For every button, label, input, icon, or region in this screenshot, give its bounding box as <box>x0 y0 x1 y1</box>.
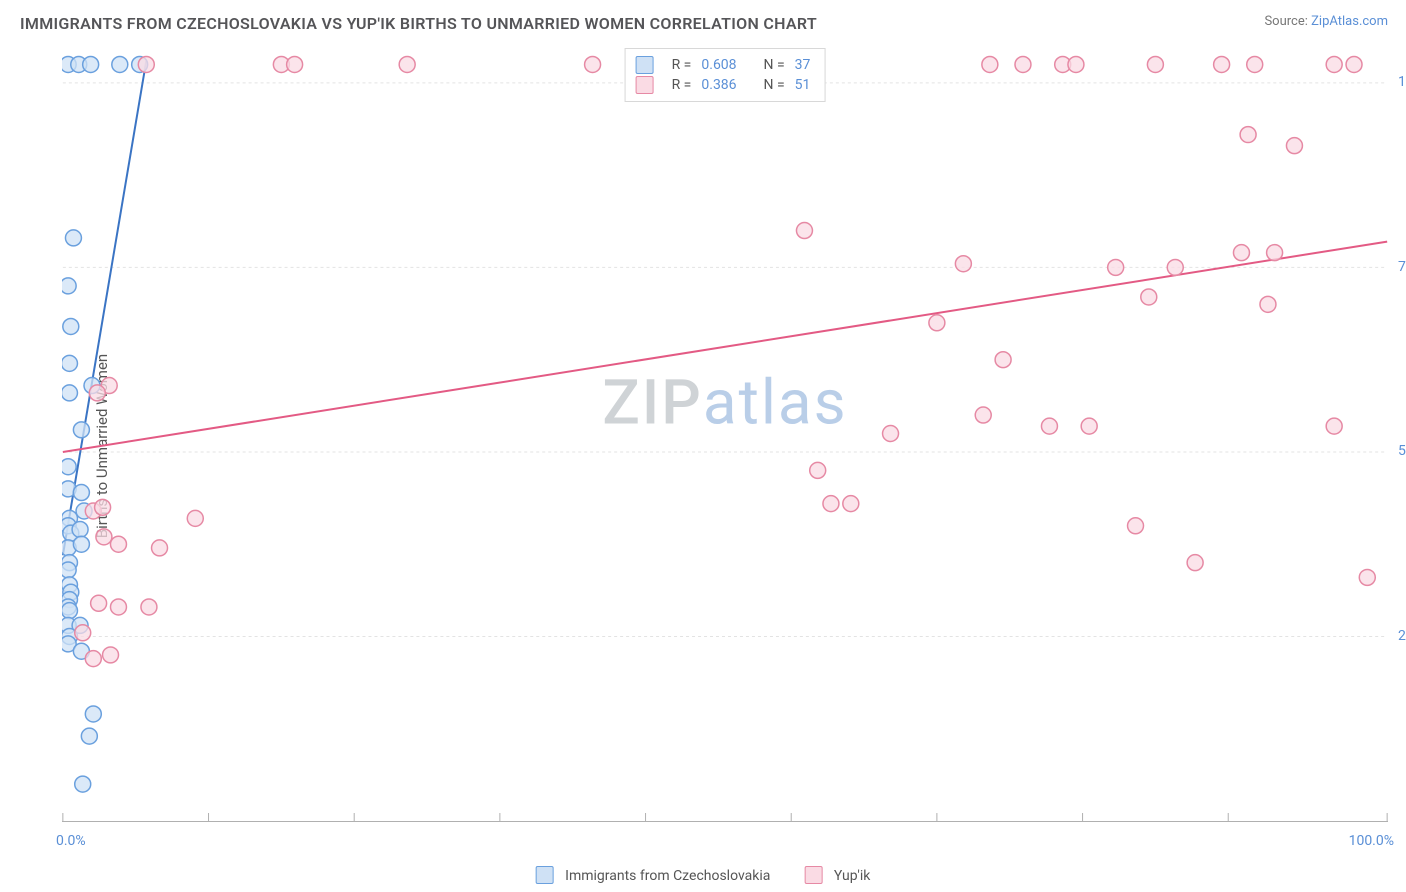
legend-r-label: R = <box>672 57 692 73</box>
legend-n-value-0: 37 <box>795 57 811 73</box>
legend-swatch-1 <box>636 76 654 94</box>
chart-svg <box>62 46 1388 821</box>
source-attribution: Source: ZipAtlas.com <box>1264 14 1388 29</box>
legend-r-value-1: 0.386 <box>701 77 736 93</box>
legend-swatch-bottom-0 <box>536 866 554 884</box>
chart-title: IMMIGRANTS FROM CZECHOSLOVAKIA VS YUP'IK… <box>20 14 817 33</box>
legend-row-series-0: R = 0.608 N = 37 <box>636 55 811 75</box>
y-tick-label: 100.0% <box>1398 74 1406 90</box>
legend-n-label: N = <box>764 57 785 73</box>
legend-swatch-bottom-1 <box>804 866 822 884</box>
legend-row-series-1: R = 0.386 N = 51 <box>636 75 811 95</box>
legend-item-1: Yup'ik <box>804 866 870 884</box>
correlation-legend: R = 0.608 N = 37 R = 0.386 N = 51 <box>625 48 826 102</box>
legend-n-value-1: 51 <box>795 77 811 93</box>
source-label: Source: <box>1264 14 1307 29</box>
y-tick-label: 50.0% <box>1398 443 1406 459</box>
legend-r-label: R = <box>672 77 692 93</box>
legend-r-value-0: 0.608 <box>701 57 736 73</box>
y-tick-label: 75.0% <box>1398 259 1406 275</box>
legend-label-0: Immigrants from Czechoslovakia <box>565 868 770 884</box>
y-tick-label: 25.0% <box>1398 628 1406 644</box>
legend-swatch-0 <box>636 56 654 74</box>
series-legend: Immigrants from Czechoslovakia Yup'ik <box>536 866 871 884</box>
legend-item-0: Immigrants from Czechoslovakia <box>536 866 771 884</box>
legend-n-label: N = <box>764 77 785 93</box>
x-tick-max: 100.0% <box>1349 833 1394 849</box>
source-link[interactable]: ZipAtlas.com <box>1311 14 1388 29</box>
x-tick-min: 0.0% <box>56 833 86 849</box>
legend-label-1: Yup'ik <box>834 868 870 884</box>
chart-plot-area: ZIPatlas R = 0.608 N = 37 R = 0.386 N = … <box>62 46 1388 822</box>
